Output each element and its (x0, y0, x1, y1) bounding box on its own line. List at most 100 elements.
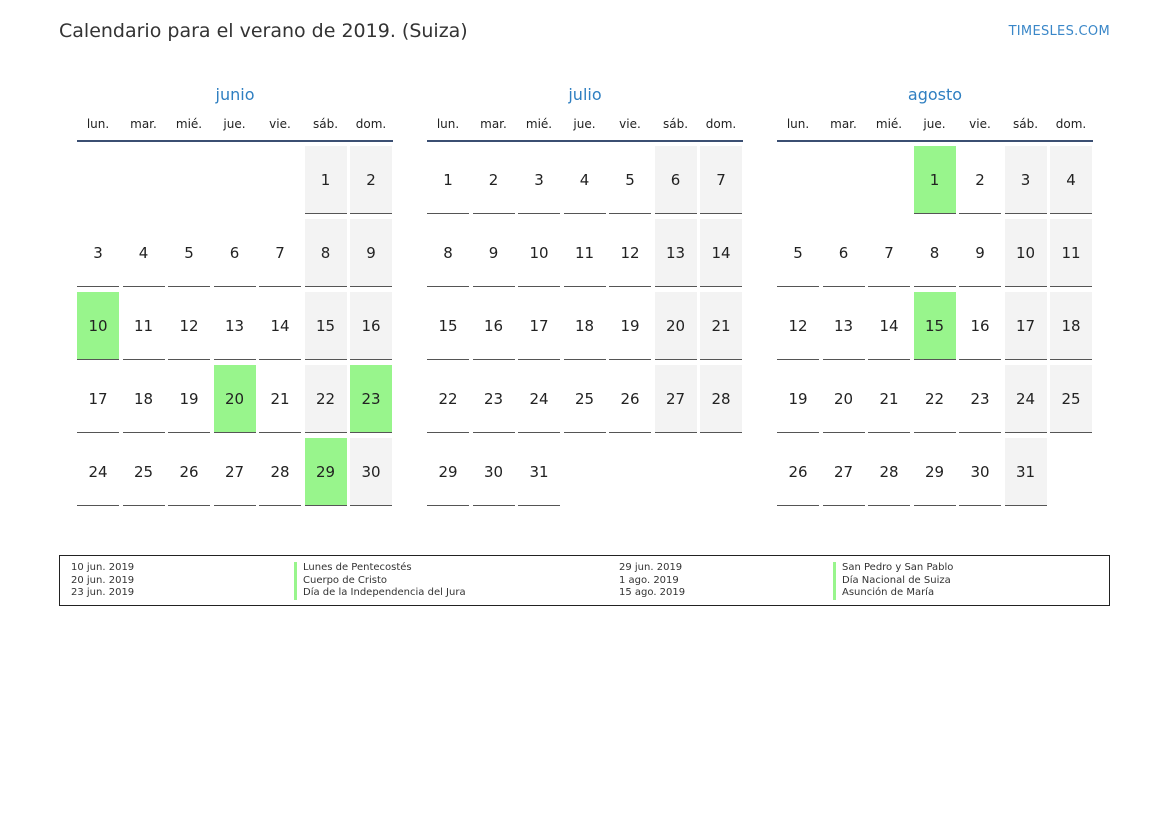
day-cell: 27 (822, 438, 865, 506)
day-cell: 12 (168, 292, 210, 360)
day-cell: 19 (168, 365, 210, 433)
legend-date: 10 jun. 2019 (71, 562, 135, 573)
day-cell: 13 (822, 292, 865, 360)
weekday-label: dom. (355, 117, 387, 131)
day-cell: 22 (427, 365, 469, 433)
day-cell: 7 (868, 219, 910, 287)
day-cell: 3 (518, 146, 560, 214)
weekday-label: vie. (619, 117, 641, 131)
weekday-label: lun. (786, 117, 810, 131)
empty-cell (1050, 438, 1092, 506)
day-cell: 21 (700, 292, 742, 360)
day-cell: 3 (77, 219, 119, 287)
day-cell: 20 (654, 292, 697, 360)
day-cell: 5 (168, 219, 210, 287)
day-cell: 11 (1050, 219, 1092, 287)
legend-holiday-name: Asunción de María (833, 587, 953, 600)
weekday-label: mié. (875, 117, 903, 131)
legend-holiday-name: San Pedro y San Pablo (833, 562, 953, 575)
day-cell: 28 (259, 438, 301, 506)
day-cell: 22 (304, 365, 347, 433)
weekday-label: vie. (969, 117, 991, 131)
legend-date: 1 ago. 2019 (619, 574, 679, 586)
day-cell: 16 (959, 292, 1001, 360)
day-cell: 29 (304, 438, 347, 506)
empty-cell (700, 438, 742, 506)
day-cell: 1 (913, 146, 956, 214)
day-cell: 25 (122, 438, 165, 506)
day-cell: 14 (868, 292, 910, 360)
weekday-label: mar. (830, 117, 857, 131)
month-junio: junio lun. mar. mié. jue. vie. sáb. dom. 1 2 3 4 5 6 7… (77, 84, 393, 506)
month-title: agosto (907, 85, 963, 104)
day-cell: 6 (213, 219, 256, 287)
weekday-header: lun. mar. mié. jue. vie. sáb. dom. (77, 108, 393, 142)
day-cell: 4 (1050, 146, 1092, 214)
empty-cell (77, 146, 119, 214)
day-cell: 31 (1004, 438, 1047, 506)
day-cell: 1 (304, 146, 347, 214)
weekday-label: mar. (480, 117, 507, 131)
day-cell: 11 (122, 292, 165, 360)
day-cell: 2 (959, 146, 1001, 214)
day-cell: 30 (472, 438, 515, 506)
day-cell: 30 (350, 438, 392, 506)
day-cell: 8 (427, 219, 469, 287)
weekday-label: lun. (436, 117, 460, 131)
weekday-label: jue. (923, 117, 946, 131)
day-cell: 1 (427, 146, 469, 214)
empty-cell (868, 146, 910, 214)
weekday-label: jue. (223, 117, 246, 131)
day-cell: 26 (777, 438, 819, 506)
day-cell: 22 (913, 365, 956, 433)
day-cell: 13 (213, 292, 256, 360)
empty-cell (609, 438, 651, 506)
day-cell: 18 (1050, 292, 1092, 360)
empty-cell (259, 146, 301, 214)
legend-date: 23 jun. 2019 (71, 587, 135, 598)
day-cell: 15 (913, 292, 956, 360)
day-cell: 9 (472, 219, 515, 287)
day-cell: 8 (913, 219, 956, 287)
weekday-label: sáb. (312, 117, 339, 131)
day-cell: 29 (913, 438, 956, 506)
day-cell: 17 (518, 292, 560, 360)
legend-names-col-1: Lunes de Pentecostés Cuerpo de Cristo Dí… (294, 562, 466, 600)
month-agosto: agosto lun. mar. mié. jue. vie. sáb. dom. 1 2 3 4 5 6… (777, 84, 1093, 506)
day-cell: 18 (563, 292, 606, 360)
weekday-label: sáb. (1012, 117, 1039, 131)
day-cell: 23 (959, 365, 1001, 433)
day-cell: 4 (122, 219, 165, 287)
weekday-label: mar. (130, 117, 157, 131)
day-cell: 12 (609, 219, 651, 287)
weekday-label: jue. (573, 117, 596, 131)
day-cell: 23 (350, 365, 392, 433)
day-cell: 8 (304, 219, 347, 287)
day-cell: 9 (350, 219, 392, 287)
brand-link[interactable]: TIMESLES.COM (1008, 24, 1110, 39)
day-cell: 14 (259, 292, 301, 360)
day-cell: 6 (822, 219, 865, 287)
day-cell: 16 (472, 292, 515, 360)
legend-names-col-2: San Pedro y San Pablo Día Nacional de Su… (833, 562, 953, 600)
weekday-label: mié. (175, 117, 203, 131)
day-cell: 25 (1050, 365, 1092, 433)
empty-cell (655, 438, 697, 506)
day-cell: 27 (654, 365, 697, 433)
day-cell: 20 (213, 365, 256, 433)
empty-cell (168, 146, 210, 214)
day-grid: 1 2 3 4 5 6 7 8 9 10 11 12 13 14 15 16 17 18 19 20 21 22 23 24 2… (427, 146, 743, 506)
weekday-header: lun. mar. mié. jue. vie. sáb. dom. (777, 108, 1093, 142)
day-cell: 3 (1004, 146, 1047, 214)
day-grid: 1 2 3 4 5 6 7 8 9 10 11 12 13 14 15 16 17 18 19 20 21 22 23 24 2… (777, 146, 1093, 506)
empty-cell (777, 146, 819, 214)
holiday-legend: 10 jun. 2019 20 jun. 2019 23 jun. 2019 L… (59, 555, 1110, 606)
day-cell: 21 (868, 365, 910, 433)
month-title: junio (215, 85, 255, 104)
day-cell: 2 (472, 146, 515, 214)
day-cell: 2 (350, 146, 392, 214)
weekday-label: sáb. (662, 117, 689, 131)
legend-holiday-name: Lunes de Pentecostés (294, 562, 466, 575)
weekday-label: dom. (705, 117, 737, 131)
day-cell: 24 (77, 438, 119, 506)
